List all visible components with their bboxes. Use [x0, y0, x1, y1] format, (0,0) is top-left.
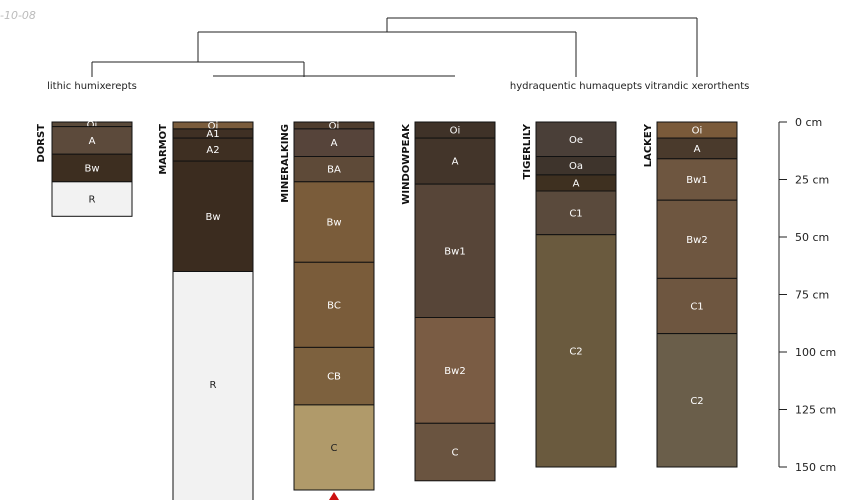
- horizon-mineralking-ba: [293, 156, 375, 183]
- depth-tick-label: 50 cm: [795, 231, 829, 244]
- horizon-lackey-c2: [656, 333, 738, 468]
- horizon-windowpeak-c: [414, 422, 496, 482]
- horizon-label: C1: [569, 208, 582, 219]
- horizon-label: A: [694, 144, 701, 155]
- horizon-label: C2: [569, 346, 582, 357]
- horizon-mineralking-bc: [293, 261, 375, 348]
- horizon-label: R: [210, 380, 217, 391]
- profile-lackey: Oi A Bw1 Bw2 C1 C2 LACKEY vitrandic xerorthents: [643, 81, 750, 468]
- horizon-dorst-a: [51, 126, 133, 155]
- horizon-label: Bw1: [686, 175, 707, 186]
- horizon-label: Oi: [87, 120, 98, 131]
- horizon-label: A2: [206, 145, 219, 156]
- profile-name-windowpeak: WINDOWPEAK: [401, 123, 412, 205]
- depth-tick-label: 0 cm: [795, 116, 822, 129]
- horizon-label: Bw2: [444, 366, 465, 377]
- profile-name-dorst: DORST: [36, 124, 47, 163]
- horizon-label: Oa: [569, 161, 583, 172]
- horizon-label: BA: [327, 165, 341, 176]
- depth-tick-label: 25 cm: [795, 174, 829, 187]
- horizon-tigerlily-oe: [535, 121, 617, 157]
- horizon-marmot-r: [172, 271, 254, 500]
- horizon-label: C2: [690, 396, 703, 407]
- profile-name-lackey: LACKEY: [643, 123, 654, 167]
- horizon-mineralking-a: [293, 128, 375, 157]
- profile-mineralking: Oi A BA Bw BC CB C MINERALKING: [280, 121, 375, 491]
- horizon-label: CB: [327, 372, 341, 383]
- horizon-label: Bw1: [444, 246, 465, 257]
- horizon-lackey-c1: [656, 277, 738, 335]
- depth-tick-label: 75 cm: [795, 289, 829, 302]
- taxon-label-tigerlily: hydraquentic humaquepts: [510, 81, 642, 92]
- horizon-label: A: [331, 138, 338, 149]
- date-fragment: -10-08: [0, 9, 36, 22]
- horizon-dorst-r: [51, 181, 133, 217]
- depth-marker-icon: [329, 492, 339, 500]
- horizon-tigerlily-c2: [535, 234, 617, 468]
- horizon-label: C1: [690, 302, 703, 313]
- horizon-label: Oi: [208, 121, 219, 132]
- horizon-windowpeak-bw2: [414, 317, 496, 424]
- dendrogram: [91, 17, 698, 77]
- horizon-dorst-bw: [51, 153, 133, 183]
- profile-name-tigerlily: TIGERLILY: [522, 123, 533, 179]
- horizon-mineralking-bw: [293, 181, 375, 263]
- horizon-label: A: [573, 178, 580, 189]
- profile-dorst: Oi A Bw R DORST lithic humixerepts: [36, 81, 137, 217]
- horizon-label: Bw: [84, 164, 99, 175]
- horizon-mineralking-c: [293, 404, 375, 491]
- horizon-label: A1: [206, 129, 219, 140]
- horizon-lackey-bw2: [656, 199, 738, 279]
- depth-tick-label: 125 cm: [795, 404, 836, 417]
- profile-name-marmot: MARMOT: [158, 124, 169, 175]
- horizon-label: R: [89, 195, 96, 206]
- profile-windowpeak: Oi A Bw1 Bw2 C WINDOWPEAK: [401, 121, 496, 482]
- horizon-label: Bw: [205, 212, 220, 223]
- horizon-label: BC: [327, 300, 341, 311]
- horizon-label: Oi: [692, 126, 703, 137]
- horizon-marmot-bw: [172, 160, 254, 273]
- profile-tigerlily: Oe Oa A C1 C2 TIGERLILY hydraquentic humaquept…: [510, 81, 642, 468]
- depth-tick-label: 100 cm: [795, 346, 836, 359]
- depth-axis: 0 cm 25 cm 50 cm 75 cm 100 cm 125 cm 150 cm: [778, 116, 836, 474]
- horizon-label: C: [331, 443, 338, 454]
- horizon-label: Bw2: [686, 235, 707, 246]
- horizon-label: Oe: [569, 135, 583, 146]
- horizon-label: A: [89, 136, 96, 147]
- depth-tick-label: 150 cm: [795, 461, 836, 474]
- taxon-label-lackey: vitrandic xerorthents: [645, 81, 750, 92]
- horizon-label: A: [452, 157, 459, 168]
- horizon-label: C: [452, 448, 459, 459]
- profile-name-mineralking: MINERALKING: [280, 124, 291, 203]
- horizon-label: Bw: [326, 218, 341, 229]
- horizon-lackey-bw1: [656, 158, 738, 201]
- horizon-mineralking-cb: [293, 346, 375, 406]
- horizon-windowpeak-bw1: [414, 183, 496, 318]
- taxon-label-dorst: lithic humixerepts: [47, 81, 137, 92]
- horizon-windowpeak-a: [414, 137, 496, 185]
- horizon-label: Oi: [450, 126, 461, 137]
- horizon-label: Oi: [329, 121, 340, 132]
